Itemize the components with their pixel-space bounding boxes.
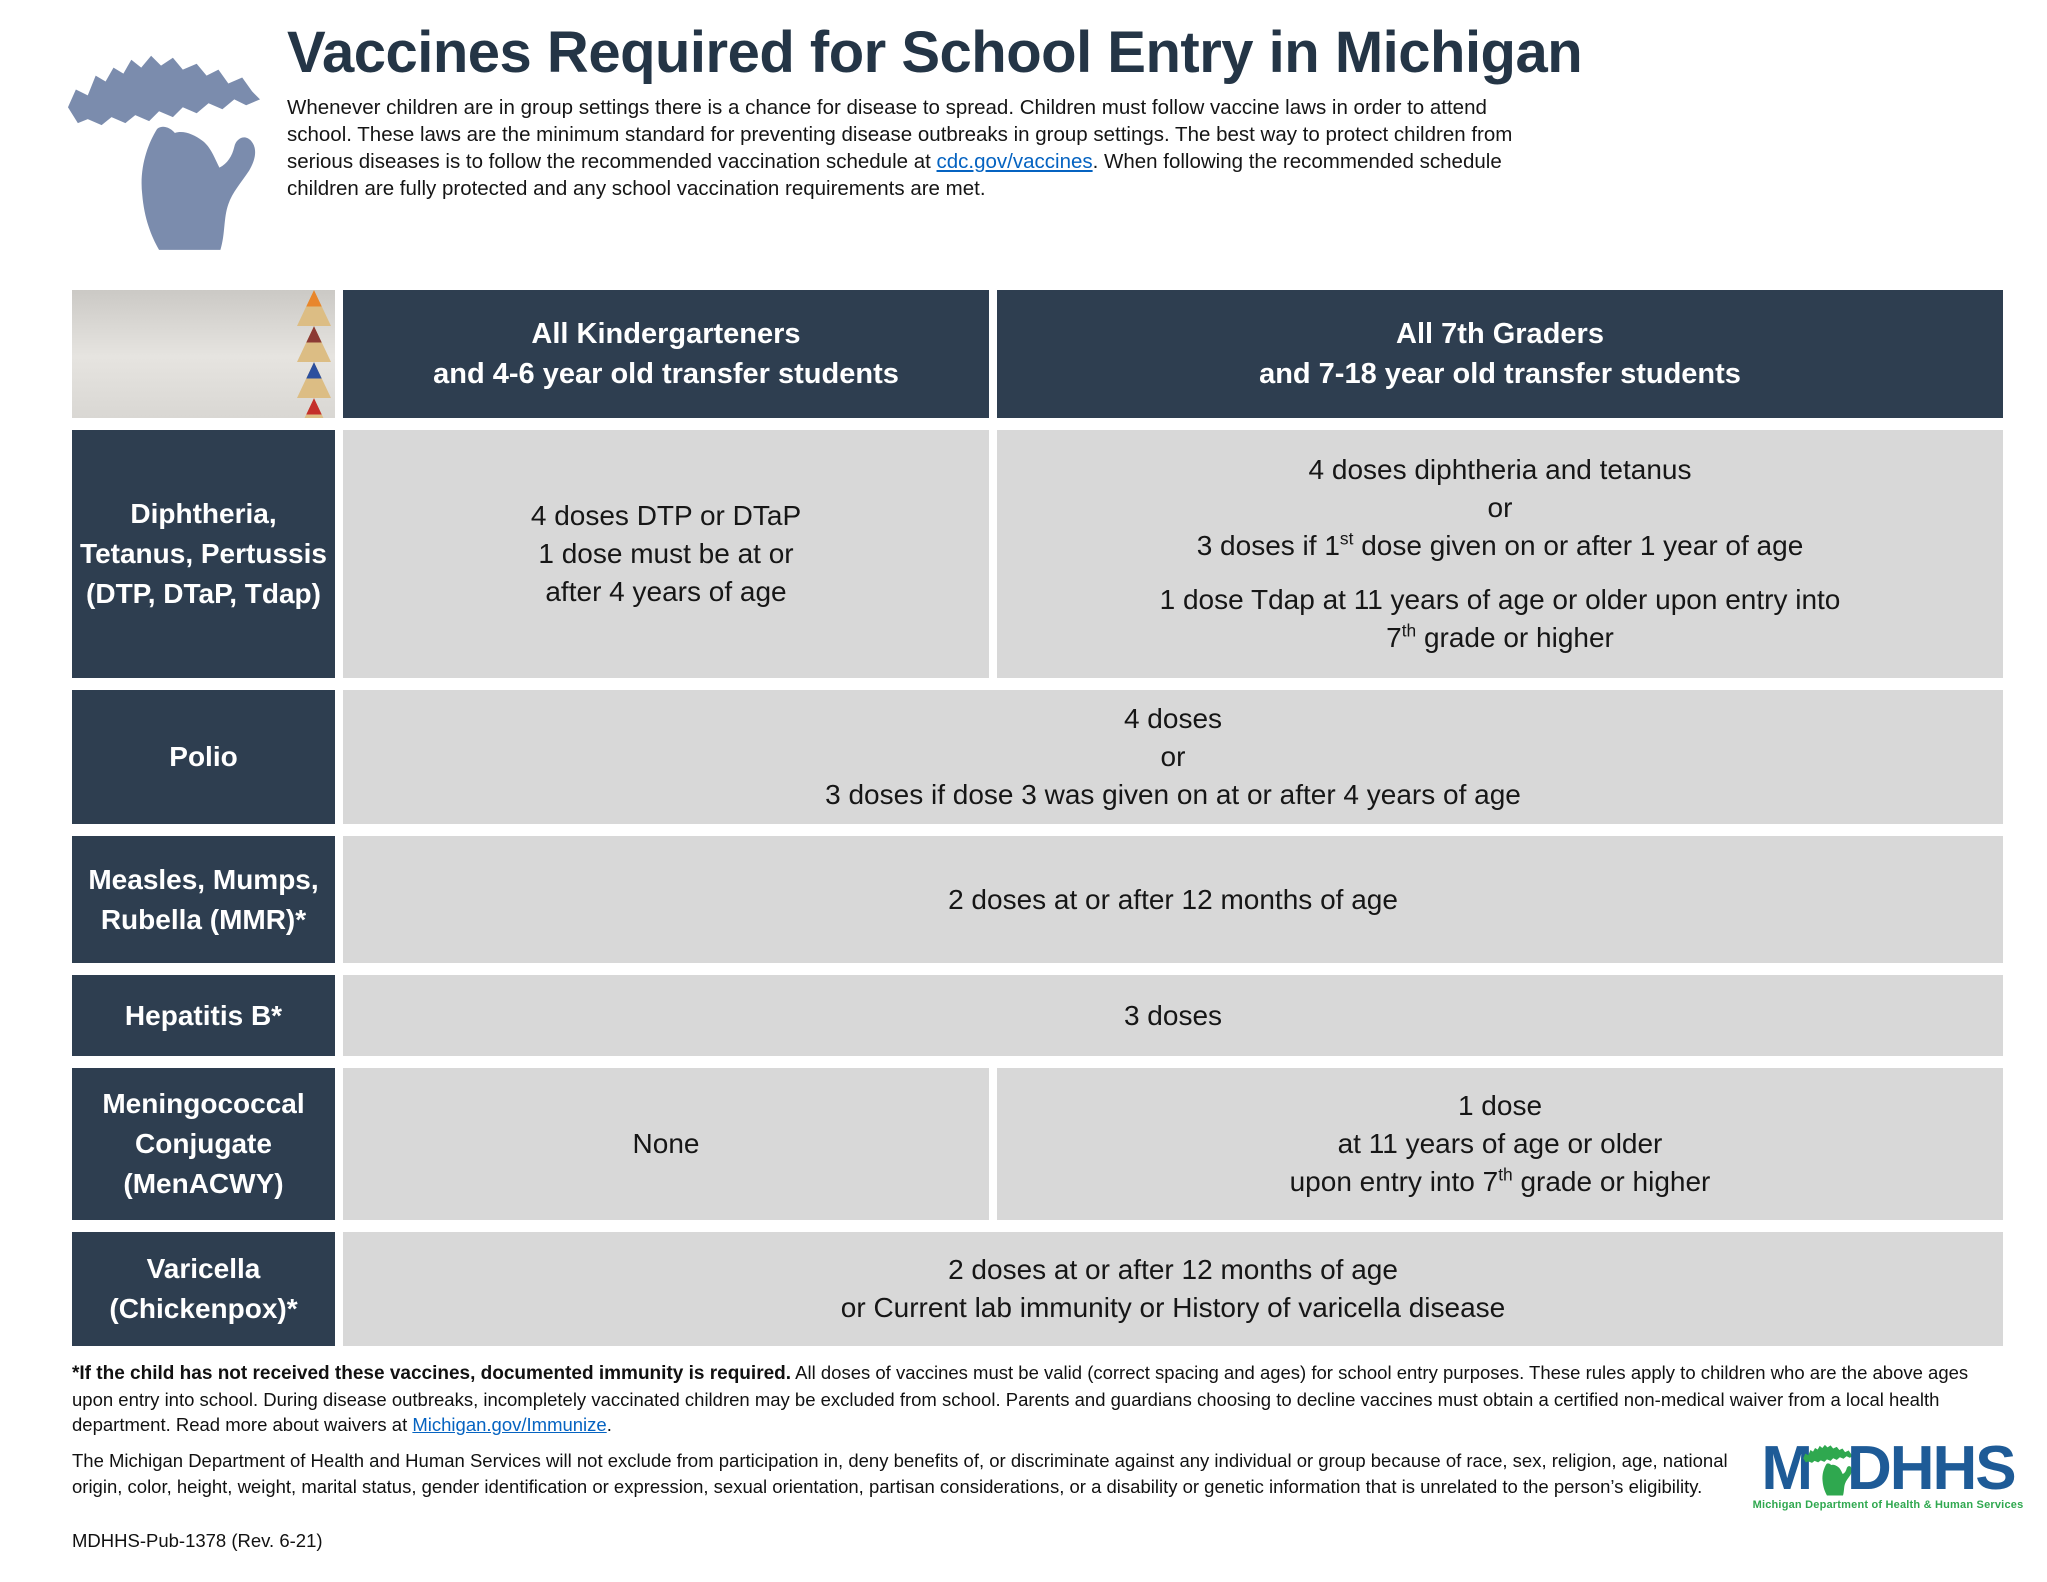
header-line: and 4-6 year old transfer students xyxy=(433,358,899,390)
varicella-requirement: 2 doses at or after 12 months of age or … xyxy=(343,1232,2003,1346)
requirement-line: or xyxy=(1487,492,1513,523)
requirement-text: 7 xyxy=(1386,622,1402,653)
column-header-7th-graders: All 7th Graders and 7-18 year old transf… xyxy=(997,290,2003,418)
row-label-varicella: Varicella (Chickenpox)* xyxy=(72,1232,335,1346)
label-line: (Chickenpox)* xyxy=(109,1293,298,1324)
row-label-meningococcal: Meningococcal Conjugate (MenACWY) xyxy=(72,1068,335,1220)
requirement-line: 2 doses at or after 12 months of age xyxy=(948,883,1398,915)
requirement-line: at 11 years of age or older xyxy=(1337,1128,1663,1159)
ordinal-superscript: th xyxy=(1401,620,1417,641)
requirement-line: 3 doses if 1st dose given on or after 1 … xyxy=(1197,527,1804,565)
meningococcal-7th-grade-requirement: 1 dose at 11 years of age or older upon … xyxy=(997,1068,2003,1220)
row-label-polio: Polio xyxy=(72,690,335,824)
requirement-text: 3 doses if 1 xyxy=(1196,530,1340,561)
requirement-line: after 4 years of age xyxy=(545,576,787,607)
requirement-line: upon entry into 7th grade or higher xyxy=(1290,1163,1711,1201)
dtp-7th-grade-requirement: 4 doses diphtheria and tetanus or 3 dose… xyxy=(997,430,2003,678)
michigan-map-icon xyxy=(1803,1444,1854,1496)
footnote-text: All doses of vaccines must be valid (cor… xyxy=(72,1362,1969,1435)
requirement-line: 3 doses xyxy=(1123,999,1223,1031)
intro-paragraph: Whenever children are in group settings … xyxy=(287,94,1537,202)
polio-requirement: 4 doses or 3 doses if dose 3 was given o… xyxy=(343,690,2003,824)
requirement-line: or xyxy=(1160,741,1186,772)
label-line: (MenACWY) xyxy=(123,1168,284,1199)
label-line: Conjugate xyxy=(135,1128,272,1159)
requirement-text: grade or higher xyxy=(1416,622,1614,653)
dtp-kindergarten-requirement: 4 doses DTP or DTaP 1 dose must be at or… xyxy=(343,430,989,678)
colored-pencil xyxy=(297,290,331,326)
header-line: All Kindergarteners xyxy=(531,318,801,350)
requirement-line: 1 dose xyxy=(1457,1090,1543,1121)
mdhhs-logo-tagline: Michigan Department of Health & Human Se… xyxy=(1752,1499,2024,1511)
mmr-requirement: 2 doses at or after 12 months of age xyxy=(343,836,2003,963)
mdhhs-logo-letters: M DHHS xyxy=(1748,1434,2028,1503)
hepatitis-b-requirement: 3 doses xyxy=(343,975,2003,1056)
michigan-map-icon xyxy=(67,55,261,250)
colored-pencil xyxy=(297,362,331,398)
label-line: Hepatitis B* xyxy=(124,999,283,1031)
intro-text-pre: Whenever children are in group settings … xyxy=(287,96,1513,173)
requirement-line: 7th grade or higher xyxy=(1386,619,1614,657)
requirement-line: 4 doses xyxy=(1123,703,1223,734)
requirement-line: 4 doses DTP or DTaP xyxy=(530,500,802,531)
ordinal-superscript: th xyxy=(1498,1164,1513,1185)
label-line: Tetanus, Pertussis xyxy=(80,538,327,569)
publication-number: MDHHS-Pub-1378 (Rev. 6-21) xyxy=(72,1530,323,1551)
requirement-line: 4 doses diphtheria and tetanus xyxy=(1308,454,1692,485)
requirement-text: upon entry into 7 xyxy=(1289,1166,1499,1197)
logo-letter-m: M xyxy=(1761,1434,1813,1503)
requirement-line: 2 doses at or after 12 months of age xyxy=(948,1254,1398,1285)
page-title: Vaccines Required for School Entry in Mi… xyxy=(287,20,1583,85)
header-line: and 7-18 year old transfer students xyxy=(1259,358,1741,390)
label-line: (DTP, DTaP, Tdap) xyxy=(86,578,321,609)
header-line: All 7th Graders xyxy=(1396,318,1604,350)
footnote-period: . xyxy=(606,1414,612,1435)
column-header-kindergarteners: All Kindergarteners and 4-6 year old tra… xyxy=(343,290,989,418)
colored-pencil xyxy=(297,326,331,362)
requirement-text: dose given on or after 1 year of age xyxy=(1353,530,1804,561)
cdc-vaccines-link[interactable]: cdc.gov/vaccines xyxy=(936,150,1093,173)
label-line: Meningococcal xyxy=(102,1088,305,1119)
footnote-bold-text: *If the child has not received these vac… xyxy=(72,1363,792,1384)
label-line: Varicella xyxy=(146,1253,261,1284)
mdhhs-logo: M DHHS Michigan Department of Health & H… xyxy=(1748,1434,2028,1512)
colored-pencil xyxy=(297,398,331,418)
vaccine-requirements-table: All Kindergarteners and 4-6 year old tra… xyxy=(72,290,2003,1346)
label-line: Diphtheria, xyxy=(130,498,277,529)
footnote: *If the child has not received these vac… xyxy=(72,1360,1984,1438)
row-label-hepatitis-b: Hepatitis B* xyxy=(72,975,335,1056)
label-line: Rubella (MMR)* xyxy=(100,903,307,935)
label-line: Measles, Mumps, xyxy=(88,863,319,895)
requirement-text: grade or higher xyxy=(1512,1166,1711,1197)
nondiscrimination-statement: The Michigan Department of Health and Hu… xyxy=(72,1450,1728,1497)
row-label-mmr: Measles, Mumps, Rubella (MMR)* xyxy=(72,836,335,963)
requirement-line: or Current lab immunity or History of va… xyxy=(840,1292,1506,1323)
label-line: Polio xyxy=(169,741,238,772)
requirement-line: 1 dose must be at or xyxy=(538,538,794,569)
row-label-dtp: Diphtheria, Tetanus, Pertussis (DTP, DTa… xyxy=(72,430,335,678)
requirement-line: None xyxy=(632,1128,700,1159)
requirement-line: 3 doses if dose 3 was given on at or aft… xyxy=(825,779,1521,810)
logo-letters-dhhs: DHHS xyxy=(1846,1434,2017,1503)
michigan-immunize-link[interactable]: Michigan.gov/Immunize xyxy=(412,1414,607,1435)
ordinal-superscript: st xyxy=(1339,528,1354,549)
intro-text-post: . When following the recommended schedul… xyxy=(287,150,1502,200)
requirement-line: 1 dose Tdap at 11 years of age or older … xyxy=(1159,584,1841,615)
meningococcal-kindergarten-requirement: None xyxy=(343,1068,989,1220)
colored-pencils-photo xyxy=(72,290,335,418)
